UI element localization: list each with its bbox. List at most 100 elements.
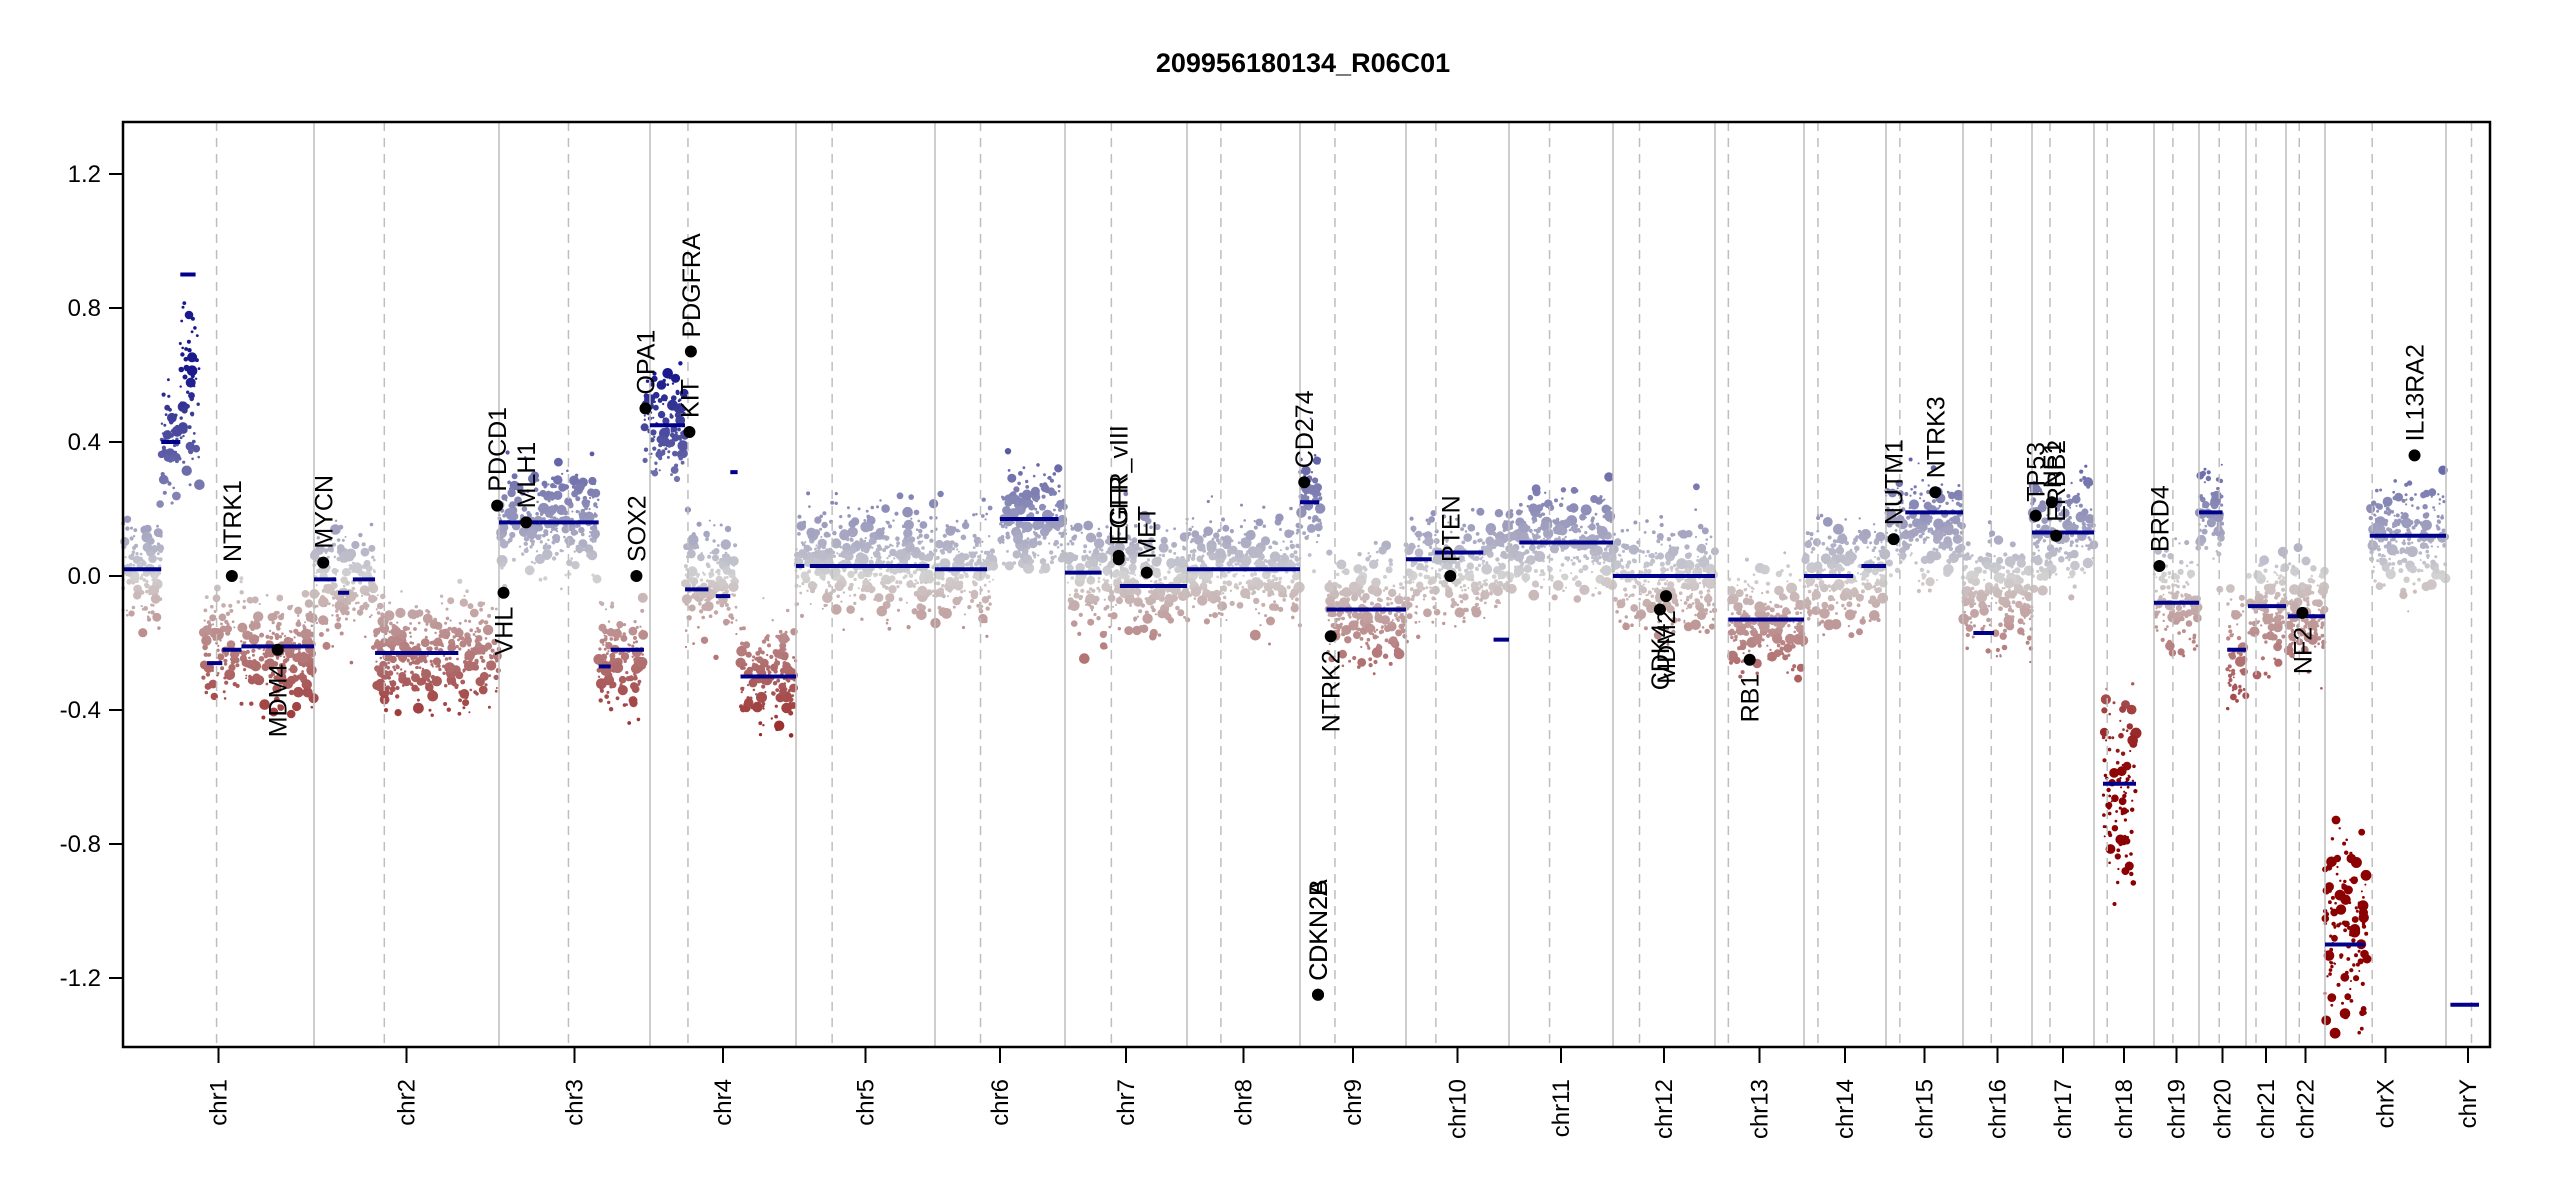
bin-point xyxy=(1076,555,1079,558)
bin-point xyxy=(622,632,626,636)
bin-point xyxy=(1503,520,1507,523)
bin-point xyxy=(150,593,161,604)
bin-point xyxy=(1467,524,1476,532)
bin-point xyxy=(654,461,658,465)
bin-point xyxy=(575,545,584,553)
bin-point xyxy=(1138,538,1143,543)
bin-point xyxy=(1620,565,1625,570)
bin-point xyxy=(1626,528,1629,532)
bin-point xyxy=(132,555,142,564)
bin-point xyxy=(1485,561,1489,565)
bin-point xyxy=(400,668,403,671)
bin-point xyxy=(1338,649,1347,659)
bin-point xyxy=(499,526,504,531)
bin-point xyxy=(549,530,553,534)
bin-point xyxy=(925,574,935,584)
bin-point xyxy=(1073,534,1078,539)
bin-point xyxy=(478,685,488,695)
bin-point xyxy=(1395,595,1400,600)
bin-point xyxy=(830,500,835,505)
bin-point xyxy=(1641,550,1645,554)
bin-point xyxy=(457,578,463,584)
bin-point xyxy=(756,691,767,703)
bin-point xyxy=(1026,537,1030,541)
bin-point xyxy=(941,583,945,588)
bin-point xyxy=(713,610,719,615)
bin-point xyxy=(1590,495,1599,503)
bin-point xyxy=(479,607,483,612)
bin-point xyxy=(571,490,579,498)
bin-point xyxy=(542,545,547,550)
bin-point xyxy=(153,577,157,582)
bin-point xyxy=(406,658,410,662)
bin-point xyxy=(1630,604,1639,612)
bin-point xyxy=(1139,625,1142,628)
bin-point xyxy=(1202,533,1207,538)
bin-point xyxy=(603,628,608,634)
bin-point xyxy=(192,368,197,373)
bin-point xyxy=(985,512,989,516)
bin-point xyxy=(1108,532,1112,535)
bin-point xyxy=(1294,597,1299,602)
bin-point xyxy=(735,579,739,583)
bin-point xyxy=(407,609,418,619)
bin-point xyxy=(935,539,944,549)
bin-point xyxy=(1442,621,1446,626)
bin-point xyxy=(660,383,663,387)
bin-point xyxy=(1467,587,1470,589)
bin-point xyxy=(1570,559,1573,562)
bin-point xyxy=(633,636,637,640)
bin-point xyxy=(1372,634,1378,640)
bin-point xyxy=(876,605,888,617)
bin-point xyxy=(251,680,255,684)
bin-point xyxy=(1056,542,1059,545)
bin-point xyxy=(553,490,563,500)
bin-point xyxy=(1187,553,1192,558)
bin-point xyxy=(775,727,780,732)
bin-point xyxy=(152,583,157,587)
bin-point xyxy=(331,604,335,607)
bin-point xyxy=(250,634,256,639)
bin-point xyxy=(616,621,624,629)
bin-point xyxy=(487,613,492,618)
bin-point xyxy=(575,496,581,502)
bin-point xyxy=(1173,576,1182,585)
bin-point xyxy=(627,643,630,646)
bin-point xyxy=(1437,568,1442,572)
bin-point xyxy=(908,494,914,500)
bin-point xyxy=(758,733,763,737)
bin-point xyxy=(1571,561,1576,566)
bin-point xyxy=(180,352,185,357)
bin-point xyxy=(1324,582,1335,593)
bin-point xyxy=(886,618,889,622)
bin-point xyxy=(609,681,617,689)
bin-point xyxy=(1229,529,1234,534)
bin-point xyxy=(223,662,228,666)
bin-point xyxy=(857,507,861,511)
bin-point xyxy=(1253,597,1260,605)
bin-point xyxy=(1203,618,1210,625)
bin-point xyxy=(758,647,762,651)
bin-point xyxy=(418,653,427,662)
bin-point xyxy=(772,682,776,685)
bin-point xyxy=(190,330,194,334)
bin-point xyxy=(941,594,946,599)
bin-point xyxy=(1316,510,1320,514)
bin-point xyxy=(1327,619,1331,622)
bin-point xyxy=(403,670,407,673)
bin-point xyxy=(604,608,608,611)
bin-point xyxy=(1360,597,1364,601)
bin-point xyxy=(1266,578,1272,584)
bin-point xyxy=(371,555,375,559)
bin-point xyxy=(834,501,838,505)
bin-point xyxy=(1392,584,1396,588)
bin-point xyxy=(1243,519,1246,522)
bin-point xyxy=(988,580,991,583)
bin-point xyxy=(699,609,704,614)
bin-point xyxy=(299,672,304,677)
bin-point xyxy=(781,702,792,714)
bin-point xyxy=(179,385,182,388)
bin-point xyxy=(704,598,708,602)
bin-point xyxy=(671,397,674,401)
bin-point xyxy=(418,666,422,669)
